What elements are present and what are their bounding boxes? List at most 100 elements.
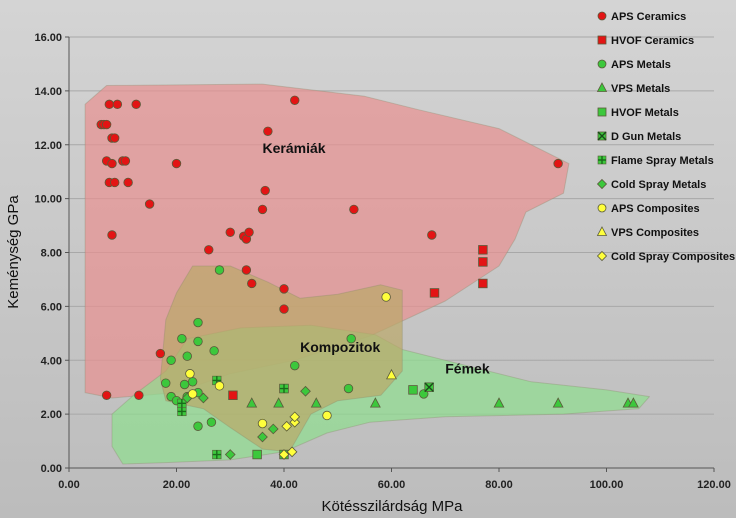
point-aps-metals-4 xyxy=(177,334,187,344)
point-cold-spray-metals-5 xyxy=(300,385,311,397)
legend-marker-aps-metals xyxy=(597,59,607,69)
point-aps-ceramics-35 xyxy=(427,230,437,240)
y-axis-title: Keménység GPa xyxy=(5,195,22,309)
point-aps-ceramics-33 xyxy=(290,95,300,106)
x-tick-label-5: 100.00 xyxy=(590,479,624,491)
legend-label-vps-metals: VPS Metals xyxy=(611,83,670,95)
point-cold-spray-composites-1 xyxy=(281,420,293,432)
legend-label-cold-spray-composites: Cold Spray Composites xyxy=(611,251,735,263)
point-flame-spray-metals-2 xyxy=(212,449,222,460)
point-hvof-ceramics-1 xyxy=(429,288,440,298)
y-tick-label-3: 6.00 xyxy=(41,301,62,313)
legend-label-hvof-ceramics: HVOF Ceramics xyxy=(611,35,694,47)
x-tick-label-1: 20.00 xyxy=(163,479,191,491)
point-aps-metals-18 xyxy=(346,334,356,344)
legend-label-hvof-metals: HVOF Metals xyxy=(611,107,679,119)
legend-marker-cold-spray-metals xyxy=(596,178,608,190)
region-label-femek: Fémek xyxy=(445,361,490,377)
point-aps-metals-1 xyxy=(166,355,176,365)
point-aps-ceramics-10 xyxy=(109,177,120,188)
point-aps-ceramics-9 xyxy=(109,133,120,143)
series-vps-composites xyxy=(386,368,397,380)
point-hvof-ceramics-4 xyxy=(478,278,488,289)
y-tick-label-4: 8.00 xyxy=(41,248,62,260)
series-flame-spray-metals xyxy=(177,375,289,460)
y-tick-label-0: 0.00 xyxy=(41,463,62,475)
legend-item-hvof-ceramics: HVOF Ceramics xyxy=(597,35,694,47)
legend-marker-hvof-metals xyxy=(597,107,607,117)
point-cold-spray-metals-4 xyxy=(267,423,279,435)
series-aps-ceramics xyxy=(96,95,563,400)
point-aps-metals-12 xyxy=(193,421,203,431)
point-aps-ceramics-20 xyxy=(171,158,182,169)
point-aps-composites-1 xyxy=(187,389,198,399)
series-cold-spray-composites xyxy=(278,411,301,460)
legend-marker-vps-metals xyxy=(596,82,608,92)
series-cold-spray-metals xyxy=(181,385,311,460)
legend-label-d-gun-metals: D Gun Metals xyxy=(611,131,681,143)
point-aps-ceramics-16 xyxy=(131,99,141,110)
y-tick-label-5: 10.00 xyxy=(34,194,62,206)
point-aps-metals-10 xyxy=(193,317,203,328)
point-aps-ceramics-26 xyxy=(244,227,254,237)
point-aps-ceramics-7 xyxy=(107,158,117,169)
point-aps-ceramics-22 xyxy=(225,227,235,237)
point-aps-ceramics-30 xyxy=(263,126,273,136)
legend-label-aps-metals: APS Metals xyxy=(611,59,671,71)
tick-labels: 0.00 20.00 40.00 60.00 80.00 100.00 120.00 0.00… xyxy=(34,32,730,491)
point-aps-metals-17 xyxy=(343,383,354,394)
legend-item-aps-ceramics: APS Ceramics xyxy=(597,11,686,23)
point-hvof-ceramics-2 xyxy=(478,245,488,255)
legend-item-vps-metals: VPS Metals xyxy=(596,82,670,95)
y-tick-label-7: 14.00 xyxy=(34,86,62,98)
series-vps-metals xyxy=(246,397,639,408)
point-d-gun-metals-0 xyxy=(424,382,434,392)
point-aps-metals-8 xyxy=(187,377,198,387)
point-vps-metals-4 xyxy=(493,397,505,408)
x-tick-label-2: 40.00 xyxy=(270,479,298,491)
legend: APS Ceramics HVOF Ceramics APS Metals VPS M… xyxy=(596,11,735,263)
legend-label-cold-spray-metals: Cold Spray Metals xyxy=(611,179,706,191)
point-aps-composites-2 xyxy=(214,381,225,391)
legend-item-vps-composites: VPS Composites xyxy=(596,226,699,239)
point-aps-metals-5 xyxy=(179,379,190,390)
legend-marker-cold-spray-composites xyxy=(596,250,608,262)
point-vps-metals-5 xyxy=(552,397,564,408)
point-aps-composites-5 xyxy=(381,292,391,302)
legend-label-vps-composites: VPS Composites xyxy=(611,227,699,239)
point-aps-composites-4 xyxy=(322,410,332,421)
point-aps-metals-6 xyxy=(182,351,192,361)
point-aps-ceramics-36 xyxy=(553,158,563,169)
point-aps-ceramics-11 xyxy=(112,99,123,110)
point-aps-ceramics-21 xyxy=(204,245,214,255)
point-hvof-metals-0 xyxy=(252,449,262,460)
region-labels: Kerámiák Fémek Kompozitok xyxy=(263,140,490,377)
point-cold-spray-composites-0 xyxy=(278,449,290,460)
point-hvof-ceramics-3 xyxy=(478,257,488,267)
legend-item-aps-composites: APS Composites xyxy=(597,203,700,215)
point-aps-ceramics-29 xyxy=(260,185,270,196)
legend-marker-aps-ceramics xyxy=(597,11,607,21)
legend-marker-d-gun-metals xyxy=(597,131,607,141)
legend-label-flame-spray-metals: Flame Spray Metals xyxy=(611,155,714,167)
point-aps-ceramics-15 xyxy=(123,177,133,188)
series-aps-composites xyxy=(185,292,391,429)
y-tick-label-6: 12.00 xyxy=(34,140,62,152)
point-flame-spray-metals-0 xyxy=(177,406,187,417)
point-vps-metals-1 xyxy=(273,397,285,408)
point-aps-ceramics-6 xyxy=(101,119,112,130)
legend-label-aps-ceramics: APS Ceramics xyxy=(611,11,686,23)
point-vps-composites-0 xyxy=(386,368,397,380)
legend-item-cold-spray-metals: Cold Spray Metals xyxy=(596,178,706,191)
legend-marker-flame-spray-metals xyxy=(597,155,607,165)
point-aps-ceramics-19 xyxy=(155,348,166,359)
point-vps-metals-7 xyxy=(627,397,639,408)
y-tick-label-1: 2.00 xyxy=(41,409,62,421)
legend-item-cold-spray-composites: Cold Spray Composites xyxy=(596,250,735,263)
series-d-gun-metals xyxy=(424,382,434,392)
data-points xyxy=(96,95,639,460)
point-cold-spray-metals-1 xyxy=(198,392,209,404)
point-cold-spray-composites-3 xyxy=(289,416,301,428)
point-aps-metals-13 xyxy=(206,417,217,427)
